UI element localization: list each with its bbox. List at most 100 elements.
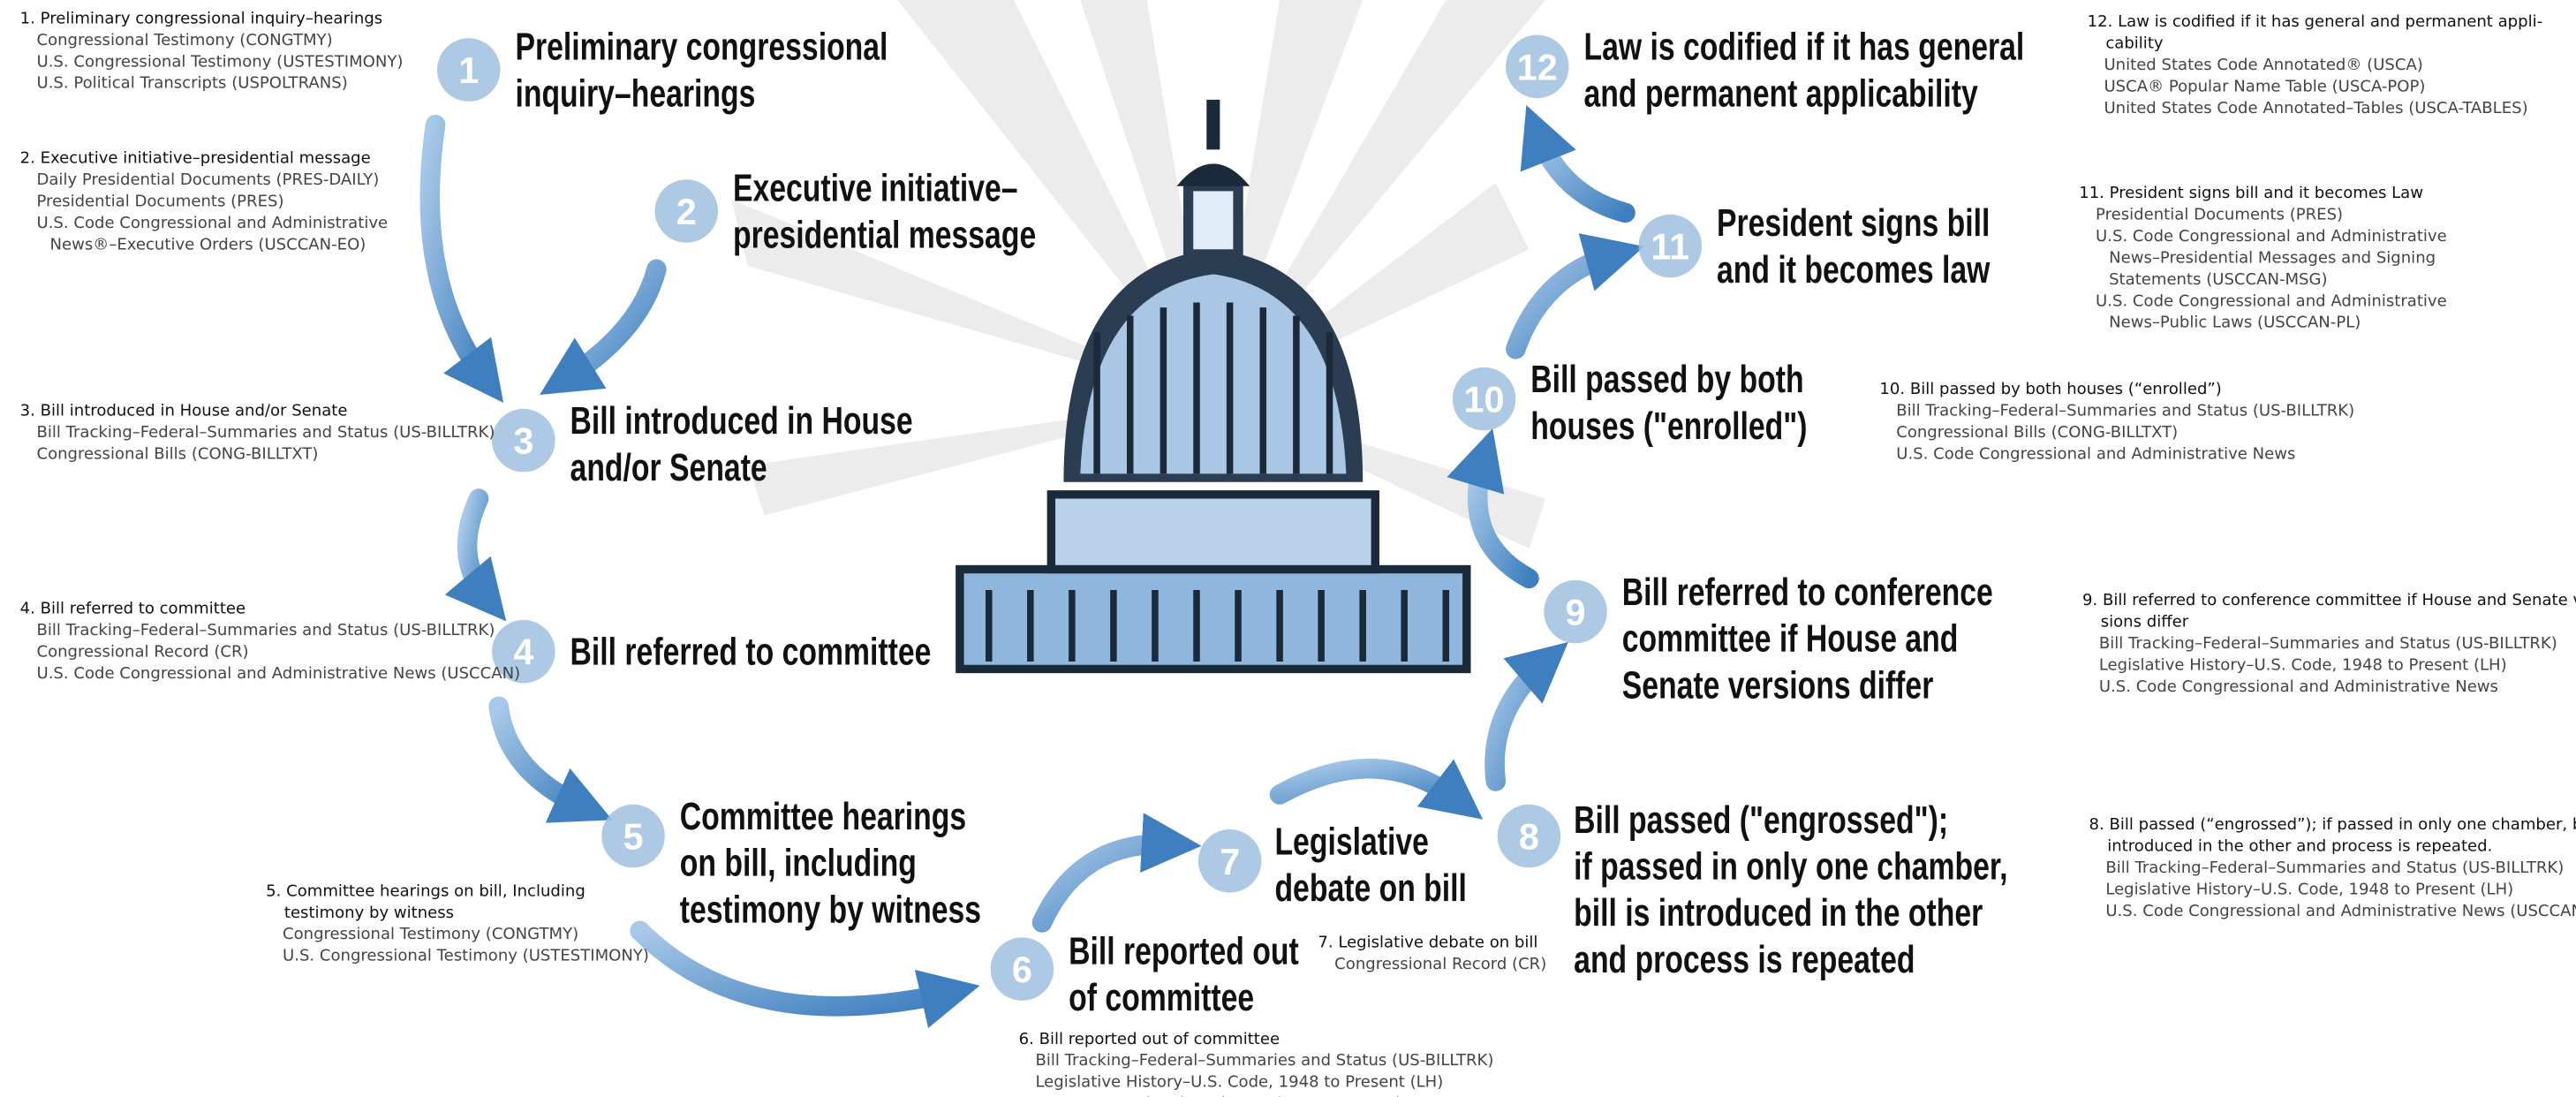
note: 6. Bill reported out of committee Bill Tr… [1019, 1030, 1494, 1097]
step-title: Executive initiative– [733, 168, 1018, 210]
note-item: Bill Tracking–Federal–Summaries and Stat… [2105, 859, 2564, 877]
note-heading: 1. Preliminary congressional inquiry–hea… [20, 9, 383, 27]
note-item: News®–Executive Orders (USCCAN-EO) [50, 235, 366, 253]
note-item: News–Public Laws (USCCAN-PL) [2109, 314, 2361, 332]
note-heading: 6. Bill reported out of committee [1019, 1030, 1280, 1048]
note-item: Congressional Testimony (CONGTMY) [283, 925, 578, 943]
note-item: U.S. Congressional Testimony (USTESTIMON… [36, 52, 403, 71]
step-number: 10 [1464, 380, 1505, 420]
step-title: inquiry–hearings [515, 73, 755, 116]
note: 3. Bill introduced in House and/or Senat… [20, 401, 495, 463]
step-title: if passed in only one chamber, [1574, 846, 2007, 889]
note-heading: 5. Committee hearings on bill, Including [266, 881, 585, 900]
note-item: Legislative History–U.S. Code, 1948 to P… [1035, 1073, 1443, 1092]
step-number: 6 [1012, 949, 1032, 990]
step-number: 12 [1517, 47, 1558, 87]
step-title: Bill passed ("engrossed"); [1574, 799, 1948, 842]
note-item: U.S. Code Congressional and Administrati… [2099, 677, 2498, 696]
note: 5. Committee hearings on bill, Including… [266, 881, 649, 965]
note-item: U.S. Political Transcripts (USPOLTRANS) [36, 74, 347, 93]
step-number: 11 [1651, 227, 1689, 268]
step-title: Committee hearings [680, 796, 966, 838]
step: 2Executive initiative–presidential messa… [655, 168, 1037, 257]
note: 10. Bill passed by both houses (“enrolle… [1879, 380, 2354, 463]
note: 7. Legislative debate on bill Congression… [1318, 934, 1546, 973]
note-heading: 10. Bill passed by both houses (“enrolle… [1879, 380, 2221, 398]
note-item: Bill Tracking–Federal–Summaries and Stat… [36, 423, 495, 442]
note: 8. Bill passed (“engrossed”); if passed … [2089, 815, 2576, 920]
step-title: debate on bill [1274, 867, 1466, 910]
capitol [956, 100, 1470, 673]
note: 11. President signs bill and it becomes … [2079, 184, 2446, 332]
note-heading: 9. Bill referred to conference committee… [2082, 591, 2576, 609]
step-number: 9 [1566, 593, 1586, 633]
step-number: 3 [513, 421, 533, 462]
note-item: Congressional Bills (CONG-BILLTXT) [36, 444, 318, 463]
note-heading: 2. Executive initiative–presidential mes… [20, 148, 371, 167]
legislative-process-diagram: 1 Preliminary congressionalinquiry–hearin… [0, 0, 2576, 1097]
note: 2. Executive initiative–presidential mes… [20, 148, 388, 253]
step-title: and process is repeated [1574, 939, 1915, 981]
note-item: U.S. Code Congressional and Administrati… [1896, 444, 2295, 463]
step-title: houses ("enrolled") [1530, 405, 1807, 448]
note-heading: testimony by witness [284, 904, 454, 922]
note: 4. Bill referred to committee Bill Tracki… [20, 599, 520, 682]
note-heading: 12. Law is codified if it has general an… [2088, 12, 2542, 31]
step-title: Bill introduced in House [570, 400, 913, 443]
note-item: Presidential Documents (PRES) [36, 192, 283, 210]
step-number: 2 [676, 192, 697, 232]
step-title: Senate versions differ [1622, 664, 1934, 707]
step-title: on bill, including [680, 843, 917, 885]
note-item: Daily Presidential Documents (PRES-DAILY… [36, 170, 379, 189]
step-number: 1 [458, 50, 479, 91]
note-item: Congressional Record (CR) [1334, 955, 1546, 973]
note-item: News–Presidential Messages and Signing [2109, 248, 2436, 267]
note-item: United States Code Annotated–Tables (USC… [2104, 99, 2527, 117]
note-item: Statements (USCCAN-MSG) [2109, 270, 2327, 289]
step-title: Preliminary congressional [515, 26, 888, 69]
note-item: Legislative History–U.S. Code, 1948 to P… [2105, 880, 2513, 898]
step-title: bill is introduced in the other [1574, 892, 1983, 934]
step-title: Law is codified if it has general [1583, 26, 2024, 69]
step-title: President signs bill [1717, 202, 1990, 245]
step-title: Bill referred to committee [570, 632, 932, 674]
note-item: Bill Tracking–Federal–Summaries and Stat… [1035, 1051, 1493, 1070]
note-item: U.S. Code Congressional and Administrati… [36, 214, 388, 232]
note-item: Bill Tracking–Federal–Summaries and Stat… [2099, 634, 2557, 653]
note-item: Congressional Record (CR) [36, 642, 248, 661]
note-heading: sions differ [2101, 612, 2189, 631]
note-heading: 3. Bill introduced in House and/or Senat… [20, 401, 348, 420]
note-item: U.S. Code Congressional and Administrati… [36, 664, 520, 683]
note-item: Bill Tracking–Federal–Summaries and Stat… [36, 621, 495, 639]
step-title: Legislative [1274, 821, 1428, 863]
note: 12. Law is codified if it has general an… [2088, 12, 2542, 117]
step-title: and/or Senate [570, 447, 767, 489]
note-heading: introduced in the other and process is r… [2107, 836, 2492, 855]
step-title: and it becomes law [1717, 249, 1991, 291]
note-item: U.S. Code Congressional and Administrati… [2105, 902, 2576, 920]
step-number: 8 [1519, 817, 1539, 858]
step: 12Law is codified if it has generaland p… [1506, 26, 2024, 116]
step-title: of committee [1069, 977, 1254, 1019]
note: 1. Preliminary congressional inquiry–hea… [20, 9, 404, 92]
note-item: Congressional Testimony (CONGTMY) [36, 31, 332, 49]
note-item: Presidential Documents (PRES) [2096, 205, 2343, 223]
note-item: Congressional Bills (CONG-BILLTXT) [1896, 423, 2178, 442]
step-title: Bill referred to conference [1622, 571, 1993, 614]
note-item: United States Code Annotated® (USCA) [2104, 56, 2422, 74]
note-item: U.S. Code Congressional and Administrati… [2096, 291, 2447, 310]
note-heading: 4. Bill referred to committee [20, 599, 246, 617]
note-heading: 8. Bill passed (“engrossed”); if passed … [2089, 815, 2576, 834]
note-heading: 7. Legislative debate on bill [1318, 934, 1537, 952]
step-title: Bill passed by both [1530, 359, 1803, 401]
step: 1 Preliminary congressionalinquiry–hearin… [437, 26, 888, 116]
step-title: committee if House and [1622, 618, 1959, 661]
note-item: Bill Tracking–Federal–Summaries and Stat… [1896, 401, 2354, 420]
step-title: testimony by witness [680, 889, 981, 931]
